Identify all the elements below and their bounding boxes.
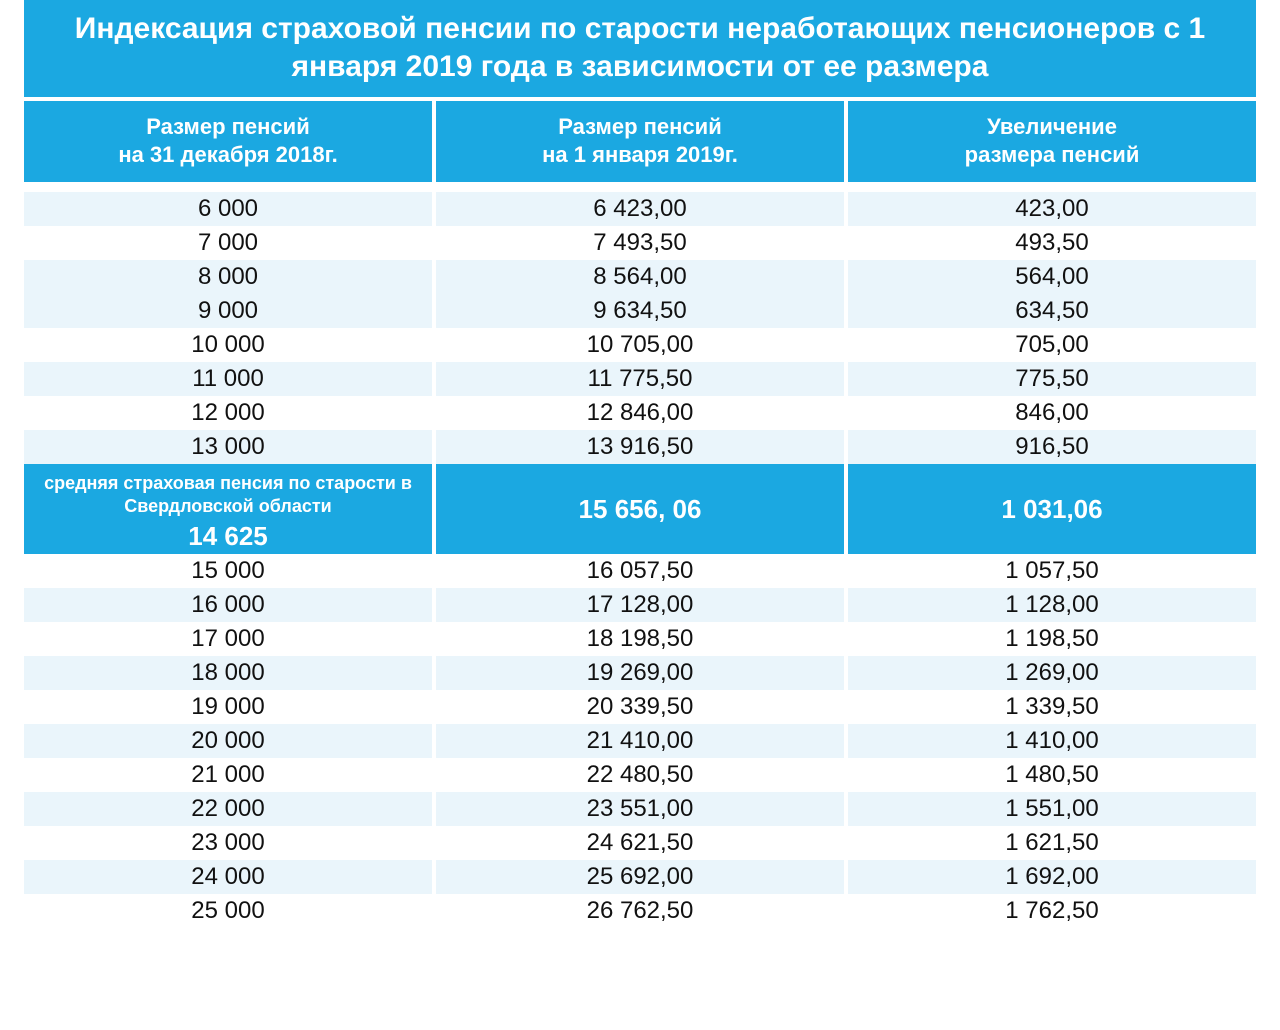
cell-2018: 15 000: [24, 554, 436, 588]
col-header-2018: Размер пенсийна 31 декабря 2018г.: [24, 101, 436, 182]
cell-2019: 8 564,00: [436, 260, 848, 294]
cell-2019: 25 692,00: [436, 860, 848, 894]
page-title: Индексация страховой пенсии по старости …: [24, 0, 1256, 101]
table-row: 24 000 25 692,00 1 692,00: [24, 860, 1256, 894]
table-row: 7 000 7 493,50 493,50: [24, 226, 1256, 260]
table-row: 19 000 20 339,50 1 339,50: [24, 690, 1256, 724]
cell-2018: 7 000: [24, 226, 436, 260]
table-header-row: Размер пенсийна 31 декабря 2018г. Размер…: [24, 101, 1256, 182]
highlight-cell-2019: 15 656, 06: [436, 464, 848, 554]
table-row: 17 000 18 198,50 1 198,50: [24, 622, 1256, 656]
table-row: 9 000 9 634,50 634,50: [24, 294, 1256, 328]
table-row: 22 000 23 551,00 1 551,00: [24, 792, 1256, 826]
table-row: 13 000 13 916,50 916,50: [24, 430, 1256, 464]
cell-2018: 18 000: [24, 656, 436, 690]
table-row: 8 000 8 564,00 564,00: [24, 260, 1256, 294]
cell-2019: 10 705,00: [436, 328, 848, 362]
cell-increase: 1 269,00: [848, 656, 1256, 690]
cell-increase: 564,00: [848, 260, 1256, 294]
cell-2019: 7 493,50: [436, 226, 848, 260]
cell-2018: 19 000: [24, 690, 436, 724]
cell-2019: 13 916,50: [436, 430, 848, 464]
table-row: 11 000 11 775,50 775,50: [24, 362, 1256, 396]
cell-2018: 6 000: [24, 192, 436, 226]
cell-increase: 493,50: [848, 226, 1256, 260]
table-row: 20 000 21 410,00 1 410,00: [24, 724, 1256, 758]
cell-2018: 16 000: [24, 588, 436, 622]
highlight-row-average: средняя страховая пенсия по старости в С…: [24, 464, 1256, 554]
highlight-cell-increase: 1 031,06: [848, 464, 1256, 554]
cell-2018: 13 000: [24, 430, 436, 464]
cell-increase: 846,00: [848, 396, 1256, 430]
cell-increase: 1 198,50: [848, 622, 1256, 656]
col-header-2019: Размер пенсийна 1 января 2019г.: [436, 101, 848, 182]
cell-increase: 423,00: [848, 192, 1256, 226]
cell-increase: 1 762,50: [848, 894, 1256, 928]
table-row: 15 000 16 057,50 1 057,50: [24, 554, 1256, 588]
cell-2018: 24 000: [24, 860, 436, 894]
cell-increase: 1 551,00: [848, 792, 1256, 826]
cell-increase: 1 692,00: [848, 860, 1256, 894]
cell-2019: 11 775,50: [436, 362, 848, 396]
table-row: 25 000 26 762,50 1 762,50: [24, 894, 1256, 928]
cell-2019: 17 128,00: [436, 588, 848, 622]
cell-2019: 23 551,00: [436, 792, 848, 826]
table-row: 21 000 22 480,50 1 480,50: [24, 758, 1256, 792]
cell-2018: 10 000: [24, 328, 436, 362]
cell-increase: 775,50: [848, 362, 1256, 396]
cell-2018: 20 000: [24, 724, 436, 758]
cell-2018: 8 000: [24, 260, 436, 294]
highlight-value-2018: 14 625: [32, 521, 424, 552]
cell-2018: 25 000: [24, 894, 436, 928]
cell-increase: 1 410,00: [848, 724, 1256, 758]
cell-increase: 1 480,50: [848, 758, 1256, 792]
cell-2019: 16 057,50: [436, 554, 848, 588]
cell-2019: 6 423,00: [436, 192, 848, 226]
table-row: 16 000 17 128,00 1 128,00: [24, 588, 1256, 622]
cell-2018: 9 000: [24, 294, 436, 328]
table-row: 23 000 24 621,50 1 621,50: [24, 826, 1256, 860]
cell-2018: 12 000: [24, 396, 436, 430]
cell-2019: 12 846,00: [436, 396, 848, 430]
highlight-cell-label: средняя страховая пенсия по старости в С…: [24, 464, 436, 554]
cell-increase: 916,50: [848, 430, 1256, 464]
cell-2018: 22 000: [24, 792, 436, 826]
cell-2019: 22 480,50: [436, 758, 848, 792]
table-row: 18 000 19 269,00 1 269,00: [24, 656, 1256, 690]
cell-2019: 24 621,50: [436, 826, 848, 860]
cell-increase: 1 621,50: [848, 826, 1256, 860]
table-row: 6 000 6 423,00 423,00: [24, 192, 1256, 226]
cell-increase: 705,00: [848, 328, 1256, 362]
cell-increase: 1 057,50: [848, 554, 1256, 588]
cell-2018: 21 000: [24, 758, 436, 792]
header-spacer: [24, 182, 1256, 192]
cell-2019: 26 762,50: [436, 894, 848, 928]
cell-2018: 17 000: [24, 622, 436, 656]
table-row: 10 000 10 705,00 705,00: [24, 328, 1256, 362]
cell-2018: 11 000: [24, 362, 436, 396]
cell-2019: 21 410,00: [436, 724, 848, 758]
pension-table-container: Индексация страховой пенсии по старости …: [0, 0, 1280, 928]
cell-increase: 634,50: [848, 294, 1256, 328]
cell-2019: 20 339,50: [436, 690, 848, 724]
cell-2018: 23 000: [24, 826, 436, 860]
cell-2019: 19 269,00: [436, 656, 848, 690]
cell-2019: 9 634,50: [436, 294, 848, 328]
table-row: 12 000 12 846,00 846,00: [24, 396, 1256, 430]
cell-2019: 18 198,50: [436, 622, 848, 656]
cell-increase: 1 339,50: [848, 690, 1256, 724]
cell-increase: 1 128,00: [848, 588, 1256, 622]
highlight-label-text: средняя страховая пенсия по старости в С…: [32, 468, 424, 521]
col-header-increase: Увеличениеразмера пенсий: [848, 101, 1256, 182]
